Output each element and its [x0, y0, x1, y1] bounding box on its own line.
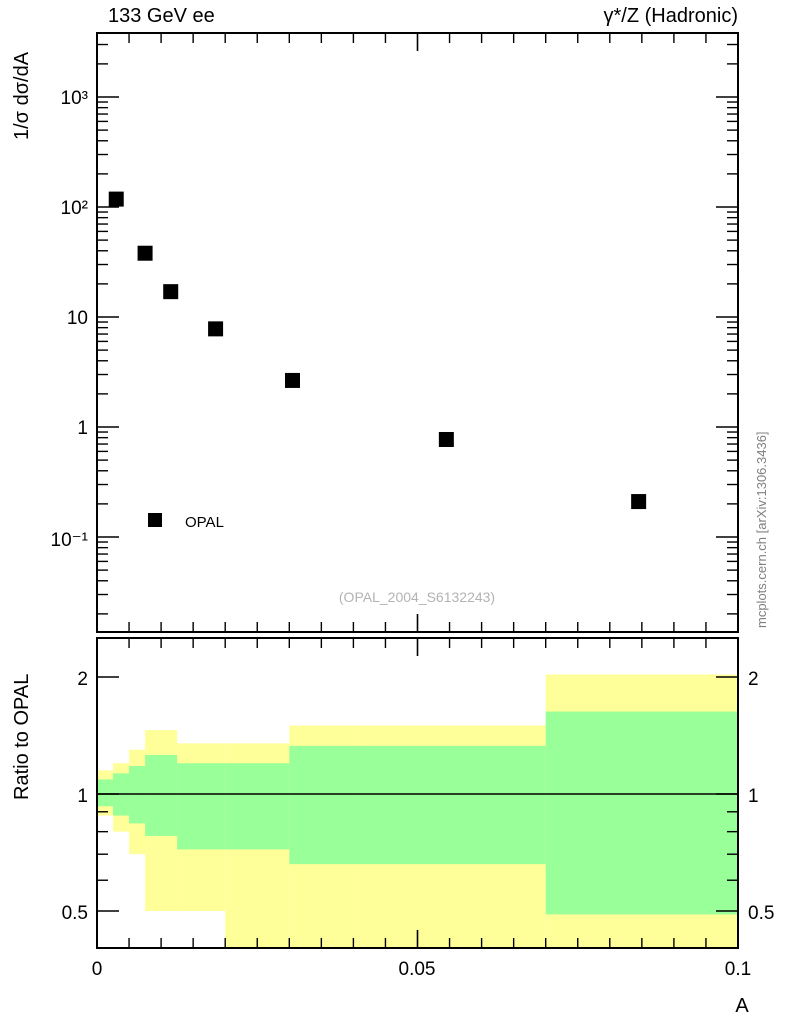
xtick-label-0p05: 0.05: [399, 959, 436, 980]
data-point-marker: [163, 284, 179, 300]
ratio-ytick-label-1-left: 1: [77, 786, 88, 807]
ratio-band-bin: [97, 779, 114, 807]
main-ytick-label-1000: 10³: [61, 88, 88, 109]
xtick-label-0p1: 0.1: [725, 959, 751, 980]
ratio-band-bin: [289, 745, 354, 865]
data-point-marker: [285, 372, 301, 388]
main-y-minor-ticks: [97, 43, 738, 615]
data-point-marker: [108, 191, 124, 207]
ratio-ytick-label-2-right: 2: [748, 669, 759, 690]
legend: OPAL: [148, 513, 224, 531]
data-point-marker: [438, 431, 454, 447]
data-point-marker: [137, 245, 153, 261]
ratio-x-ticks: [96, 638, 739, 948]
main-y-ticks: [97, 96, 738, 538]
header-left-label: 133 GeV ee: [108, 5, 215, 27]
ratio-band-bin: [177, 763, 226, 850]
main-plot-frame: [96, 32, 739, 633]
side-credit-text: mcplots.cern.ch [arXiv:1306.3436]: [754, 431, 769, 628]
main-ylabel: 1/σ dσ/dA: [11, 51, 33, 140]
analysis-watermark: (OPAL_2004_S6132243): [339, 589, 495, 605]
ratio-band-bin: [145, 754, 178, 836]
main-ytick-label-100: 10²: [61, 198, 88, 219]
main-panel: 1/σ dσ/dA 10³ 10² 10 1 10⁻¹: [11, 32, 739, 633]
ratio-panel: Ratio to OPAL 2 1 0.5 2 1 0.5 0 0.05 0.1: [11, 637, 774, 1017]
ratio-y-ticks: [97, 676, 738, 912]
ratio-ytick-label-0p5-right: 0.5: [748, 903, 774, 924]
ratio-ylabel: Ratio to OPAL: [11, 674, 33, 800]
xtick-label-0: 0: [92, 959, 103, 980]
data-point-marker: [631, 494, 647, 510]
ratio-ytick-label-2-left: 2: [77, 669, 88, 690]
main-ytick-label-1: 1: [77, 418, 88, 439]
ratio-y-minor-ticks: [97, 811, 738, 881]
ratio-ytick-label-1-right: 1: [748, 786, 759, 807]
ratio-ytick-label-0p5-left: 0.5: [62, 903, 88, 924]
legend-marker-icon: [148, 513, 162, 527]
data-point-marker: [208, 321, 224, 337]
main-ytick-label-10: 10: [67, 308, 88, 329]
legend-label-opal: OPAL: [185, 514, 224, 531]
main-x-ticks: [96, 33, 739, 632]
ratio-band-bin: [545, 711, 738, 915]
main-ytick-label-0p1: 10⁻¹: [51, 530, 89, 551]
header-right-label: γ*/Z (Hadronic): [604, 5, 738, 27]
xaxis-label: A: [735, 995, 749, 1017]
ratio-inner-band: [97, 711, 738, 915]
ratio-band-bin: [225, 763, 290, 850]
main-data-series-opal: [108, 191, 647, 510]
ratio-band-bin: [353, 745, 546, 865]
